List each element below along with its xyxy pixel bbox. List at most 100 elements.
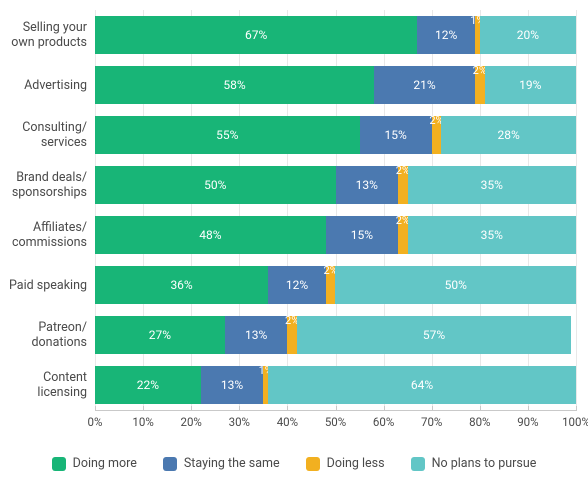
segment-value: 21%: [413, 78, 435, 92]
segment-value: 27%: [149, 328, 171, 342]
legend-item-staying_same: Staying the same: [163, 456, 280, 471]
bar-stack: 67%12%1%20%: [95, 16, 576, 54]
chart-row: Patreon/donations27%13%2%57%: [0, 310, 588, 360]
axis-tick: [191, 406, 192, 411]
bar-segment-staying_same: 13%: [201, 366, 264, 404]
chart-row: Advertising58%21%2%19%: [0, 60, 588, 110]
axis-tick: [432, 406, 433, 411]
row-label: Affiliates/commissions: [0, 220, 95, 250]
segment-value: 20%: [517, 28, 539, 42]
axis-tick: [336, 406, 337, 411]
bar-area: 36% 12% 2% 50%: [95, 260, 588, 310]
segment-value: 22%: [137, 378, 159, 392]
bar-segment-staying_same: 15%: [326, 216, 398, 254]
segment-value: 15%: [351, 228, 373, 242]
bar-segment-doing_more: 36%: [95, 266, 268, 304]
legend-swatch: [163, 457, 177, 471]
bar-segment-doing_more: 55%: [95, 116, 360, 154]
segment-value: 50%: [445, 278, 467, 292]
bar-stack: 36% 12% 2% 50%: [95, 266, 576, 304]
row-label: Consulting/services: [0, 120, 95, 150]
bar-segment-staying_same: 21%: [374, 66, 475, 104]
chart-row: Brand deals/sponsorships 50% 13%2% 35%: [0, 160, 588, 210]
axis-tick-label: 10%: [132, 415, 153, 429]
row-label: Paid speaking: [0, 278, 95, 293]
axis-tick: [528, 406, 529, 411]
row-label: Brand deals/sponsorships: [0, 170, 95, 200]
segment-value: 57%: [423, 328, 445, 342]
bar-segment-no_plans: 20%: [480, 16, 576, 54]
legend-label: Doing less: [327, 456, 385, 471]
bar-segment-no_plans: 64%: [268, 366, 576, 404]
bar-segment-doing_less: 2%: [326, 266, 336, 304]
segment-value: 12%: [286, 278, 308, 292]
segment-value: 64%: [411, 378, 433, 392]
legend-item-no_plans: No plans to pursue: [411, 456, 537, 471]
bar-segment-staying_same: 15%: [360, 116, 432, 154]
axis-tick-label: 20%: [181, 415, 202, 429]
segment-value: 67%: [245, 28, 267, 42]
segment-value: 58%: [223, 78, 245, 92]
legend-swatch: [52, 457, 66, 471]
bar-segment-doing_more: 58%: [95, 66, 374, 104]
bar-area: 67%12%1%20%: [95, 10, 588, 60]
x-axis: 0%10%20%30%40%50%60%70%80%90%100%: [95, 410, 576, 436]
axis-tick-label: 90%: [517, 415, 538, 429]
segment-value: 12%: [435, 28, 457, 42]
bar-segment-staying_same: 12%: [417, 16, 475, 54]
bar-segment-doing_more: 67%: [95, 16, 417, 54]
segment-value: 19%: [519, 78, 541, 92]
bar-segment-no_plans: 35%: [408, 166, 576, 204]
axis-tick-label: 40%: [277, 415, 298, 429]
legend-swatch: [411, 457, 425, 471]
axis-tick: [384, 406, 385, 411]
axis-tick-label: 60%: [373, 415, 394, 429]
row-label: Patreon/donations: [0, 320, 95, 350]
legend-label: No plans to pursue: [432, 456, 537, 471]
bar-segment-doing_less: 2%: [398, 166, 408, 204]
bar-segment-doing_more: 48%: [95, 216, 326, 254]
legend: Doing moreStaying the sameDoing lessNo p…: [0, 456, 588, 471]
legend-label: Staying the same: [184, 456, 280, 471]
chart-row: Affiliates/commissions48% 15% 2%35%: [0, 210, 588, 260]
bar-segment-no_plans: 28%: [441, 116, 576, 154]
bar-area: 55% 15%2%28%: [95, 110, 588, 160]
chart-row: Paid speaking36% 12% 2% 50%: [0, 260, 588, 310]
bar-segment-no_plans: 50%: [335, 266, 576, 304]
bar-segment-doing_more: 27%: [95, 316, 225, 354]
chart-row: Content licensing22%13%1%64%: [0, 360, 588, 410]
bar-area: 22%13%1%64%: [95, 360, 588, 410]
bar-segment-doing_less: 2%: [432, 116, 442, 154]
chart-row: Consulting/services 55% 15%2%28%: [0, 110, 588, 160]
bar-segment-no_plans: 35%: [408, 216, 576, 254]
bar-segment-doing_more: 50%: [95, 166, 336, 204]
bar-stack: 55% 15%2%28%: [95, 116, 576, 154]
bar-segment-doing_less: 2%: [398, 216, 408, 254]
row-label: Content licensing: [0, 370, 95, 400]
bar-area: 58%21%2%19%: [95, 60, 588, 110]
axis-tick: [287, 406, 288, 411]
axis-tick-label: 30%: [229, 415, 250, 429]
segment-value: 35%: [481, 178, 503, 192]
axis-tick-label: 50%: [325, 415, 346, 429]
bar-stack: 58%21%2%19%: [95, 66, 576, 104]
bar-stack: 27%13%2%57%: [95, 316, 576, 354]
axis-tick-label: 70%: [421, 415, 442, 429]
bar-area: 48% 15% 2%35%: [95, 210, 588, 260]
legend-swatch: [306, 457, 320, 471]
bar-area: 50% 13%2% 35%: [95, 160, 588, 210]
axis-tick-label: 0%: [88, 415, 103, 429]
legend-item-doing_less: Doing less: [306, 456, 385, 471]
segment-value: 55%: [216, 128, 238, 142]
bar-segment-staying_same: 13%: [225, 316, 288, 354]
segment-value: 50%: [204, 178, 226, 192]
stacked-bar-chart: Selling your own products67%12%1%20%Adve…: [0, 10, 588, 471]
axis-tick-label: 80%: [469, 415, 490, 429]
bar-segment-staying_same: 12%: [268, 266, 326, 304]
row-label: Advertising: [0, 78, 95, 93]
chart-row: Selling your own products67%12%1%20%: [0, 10, 588, 60]
bar-segment-staying_same: 13%: [336, 166, 399, 204]
axis-tick: [143, 406, 144, 411]
row-label: Selling your own products: [0, 20, 95, 50]
axis-tick: [576, 406, 577, 411]
